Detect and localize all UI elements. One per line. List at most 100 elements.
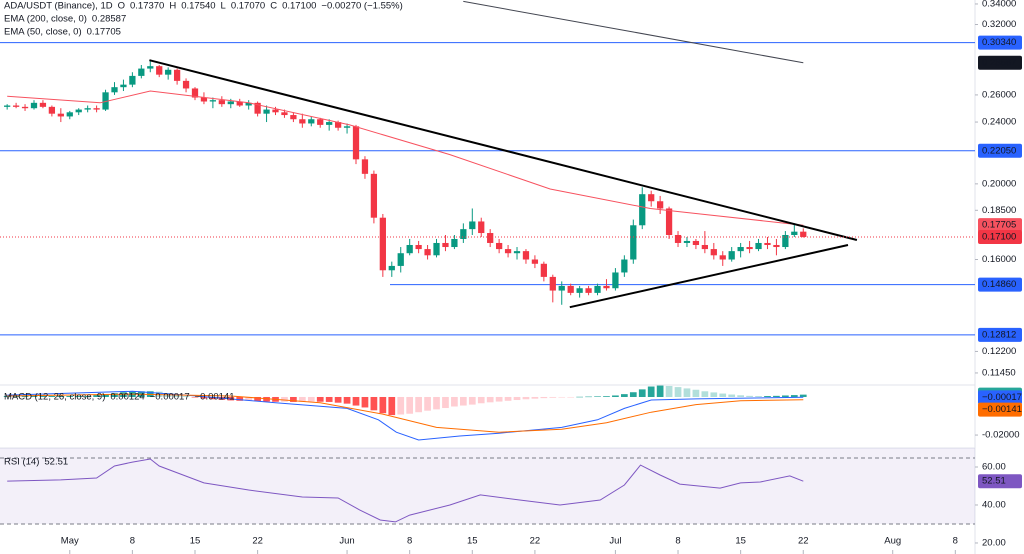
candle-body [540, 263, 547, 277]
candle-body [728, 251, 735, 260]
histogram-bar [182, 396, 190, 397]
quote-value: 0.17370 [130, 1, 164, 12]
candle-body [773, 244, 780, 248]
histogram-bar [451, 396, 458, 407]
candle-body [442, 242, 449, 248]
candle-body [657, 201, 664, 209]
histogram-bar [281, 396, 288, 402]
candle-body [737, 247, 744, 252]
histogram-bar [629, 392, 637, 397]
histogram-bar [30, 396, 38, 397]
y-tick-label: -0.02000 [982, 430, 1020, 441]
histogram-bar [236, 396, 244, 401]
histogram-bar [603, 396, 610, 397]
histogram-bar [755, 396, 762, 397]
candle-body [487, 233, 494, 243]
histogram-bar [692, 389, 700, 397]
candle-body [585, 288, 592, 293]
candle-body [612, 272, 619, 289]
candle-body [478, 221, 485, 234]
histogram-bar [84, 396, 92, 397]
candle-body [12, 105, 20, 107]
y-tick-label: 20.00 [982, 537, 1006, 548]
last-price-label-text: 0.17100 [982, 231, 1016, 242]
histogram-value: 0.00124 [110, 392, 144, 403]
y-tick-label: 0.11450 [982, 367, 1016, 378]
histogram-bar [531, 396, 539, 399]
candle-body [388, 265, 395, 271]
candle-body [317, 119, 324, 125]
level-label-text: 0.30340 [982, 37, 1016, 48]
histogram-bar [495, 396, 503, 402]
x-tick-label: 8 [953, 536, 958, 547]
candle-body [191, 88, 199, 98]
candle-body [630, 225, 637, 260]
histogram-bar [343, 396, 351, 404]
trendline [569, 244, 849, 309]
histogram-bar [459, 396, 467, 406]
x-tick-label: 15 [190, 536, 201, 547]
x-tick-label: 22 [252, 536, 263, 547]
candle-body [281, 112, 288, 116]
candle-body [674, 234, 682, 243]
histogram-bar [612, 395, 619, 397]
histogram-bar [674, 387, 682, 397]
histogram-bar [728, 394, 736, 397]
ema-value: 0.28587 [92, 14, 126, 25]
y-tick-label: 0.18500 [982, 205, 1016, 216]
histogram-bar [782, 395, 789, 397]
histogram-bar [200, 396, 208, 399]
candle-body [352, 126, 360, 160]
candle-body [513, 251, 521, 254]
histogram-bar [567, 396, 575, 398]
candle-body [326, 122, 333, 125]
x-tick-label: 8 [130, 536, 135, 547]
histogram-bar [12, 396, 20, 397]
signal-value: −0.00141 [195, 392, 235, 403]
histogram-bar [3, 396, 11, 397]
y-tick-label: 60.00 [982, 462, 1006, 473]
x-tick-label: Jun [339, 536, 354, 547]
candle-body [424, 249, 431, 256]
signal-label-box [978, 402, 1022, 417]
candle-body [764, 242, 771, 245]
histogram-bar [290, 396, 297, 402]
quote-key: C [270, 1, 277, 12]
quote-change: −0.00270 (−1.55%) [321, 1, 402, 12]
histogram-bar [790, 395, 798, 397]
histogram-bar [647, 386, 655, 397]
candle-body [218, 100, 225, 105]
candle-body [21, 106, 29, 109]
histogram-bar [719, 393, 727, 397]
y-tick-label: 40.00 [982, 499, 1006, 510]
x-tick-label: 22 [530, 536, 541, 547]
histogram-bar [93, 395, 100, 397]
histogram-bar [75, 396, 83, 397]
candle-body [48, 106, 56, 114]
ema-label-box [978, 55, 1022, 70]
rsi-label-text: 52.51 [982, 476, 1006, 487]
candle-body [495, 242, 503, 250]
level-label-text: 0.22050 [982, 145, 1016, 156]
rsi-band [0, 448, 975, 524]
candle-body [120, 84, 127, 88]
candle-body [227, 101, 234, 105]
histogram-bar [48, 396, 56, 397]
candle-body [102, 92, 109, 110]
histogram-bar [638, 389, 646, 397]
macd-value: −0.00017 [150, 392, 190, 403]
histogram-bar [316, 396, 324, 402]
quote-key: L [221, 1, 226, 12]
x-tick-label: 15 [467, 536, 478, 547]
histogram-bar [209, 396, 217, 400]
quote-key: H [169, 1, 176, 12]
candle-body [415, 244, 422, 250]
histogram-bar [39, 396, 47, 397]
histogram-bar [737, 395, 744, 397]
candle-body [84, 108, 91, 110]
histogram-bar [352, 396, 360, 406]
histogram-bar [665, 385, 673, 397]
histogram-bar [549, 396, 557, 398]
histogram-bar [656, 385, 664, 397]
histogram-bar [764, 396, 771, 397]
